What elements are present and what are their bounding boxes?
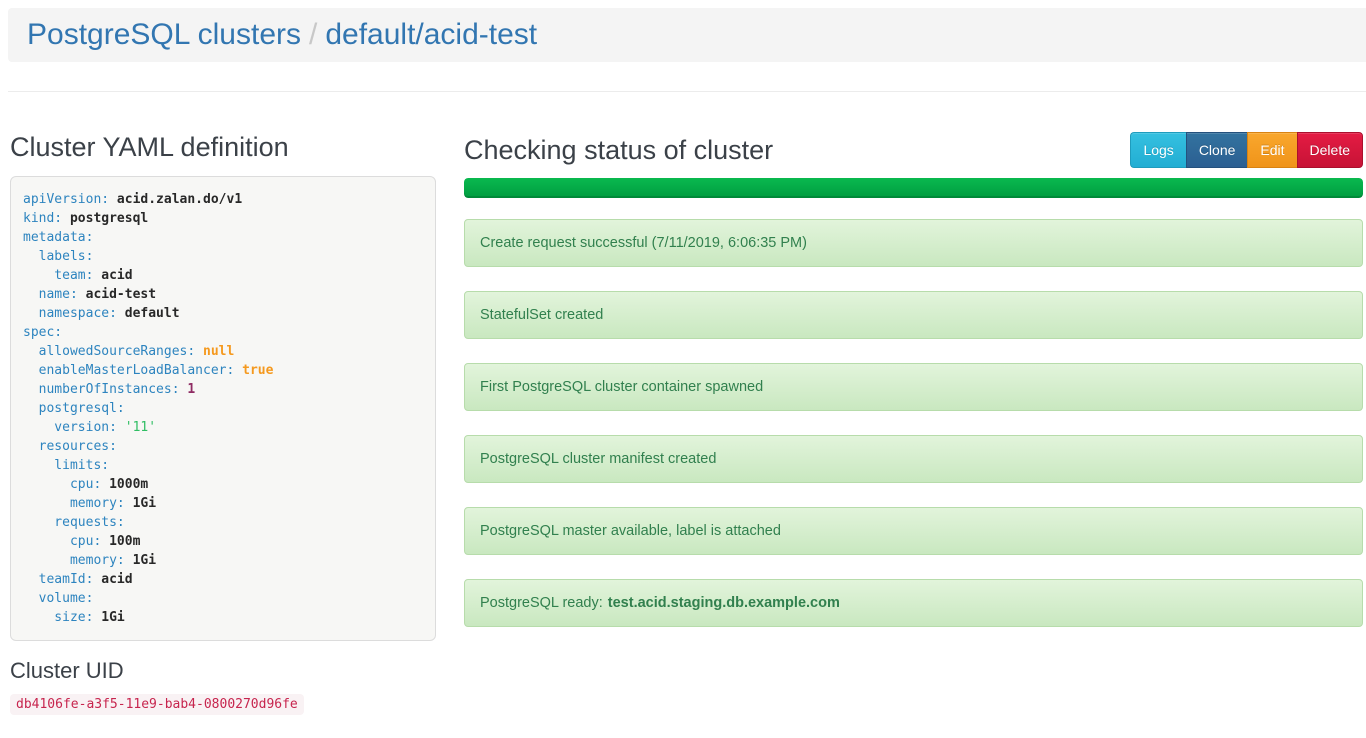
breadcrumb: PostgreSQL clusters / default/acid-test — [27, 18, 1355, 52]
yaml-line: enableMasterLoadBalancer: true — [23, 363, 274, 378]
yaml-line: namespace: default — [23, 306, 180, 321]
header-divider — [8, 91, 1366, 92]
yaml-line: name: acid-test — [23, 287, 157, 302]
breadcrumb-separator: / — [309, 18, 318, 51]
yaml-line: memory: 1Gi — [23, 553, 157, 568]
yaml-section-title: Cluster YAML definition — [10, 132, 289, 162]
cluster-uid: db4106fe-a3f5-11e9-bab4-0800270d96fe — [10, 694, 304, 715]
status-message: StatefulSet created — [464, 291, 1363, 339]
yaml-line: requests: — [23, 515, 125, 530]
yaml-line: allowedSourceRanges: null — [23, 344, 235, 359]
yaml-line: version: '11' — [23, 420, 157, 435]
yaml-line: teamId: acid — [23, 572, 133, 587]
yaml-line: apiVersion: acid.zalan.do/v1 — [23, 192, 243, 207]
status-message-list: Create request successful (7/11/2019, 6:… — [464, 219, 1363, 627]
yaml-line: size: 1Gi — [23, 610, 125, 625]
yaml-line: cpu: 100m — [23, 534, 141, 549]
clone-button[interactable]: Clone — [1185, 132, 1248, 168]
delete-button[interactable]: Delete — [1296, 132, 1363, 168]
yaml-line: resources: — [23, 439, 117, 454]
page-header: PostgreSQL clusters / default/acid-test — [8, 8, 1366, 62]
yaml-line: kind: postgresql — [23, 211, 149, 226]
yaml-line: memory: 1Gi — [23, 496, 157, 511]
status-message: PostgreSQL ready: test.acid.staging.db.ex… — [464, 579, 1363, 627]
content-row: Cluster YAML definition apiVersion: acid… — [8, 92, 1366, 715]
status-column: Checking status of cluster Logs Clone Edit… — [464, 132, 1363, 715]
progress-track — [464, 178, 1363, 198]
yaml-line: limits: — [23, 458, 110, 473]
yaml-line: cpu: 1000m — [23, 477, 149, 492]
yaml-line: labels: — [23, 249, 94, 264]
progress-bar — [464, 178, 1363, 198]
yaml-code: apiVersion: acid.zalan.do/v1 kind: postgr… — [10, 176, 436, 641]
breadcrumb-current-link[interactable]: default/acid-test — [325, 18, 538, 51]
uid-section-title: Cluster UID — [10, 658, 124, 683]
yaml-line: numberOfInstances: 1 — [23, 382, 196, 397]
status-section-title: Checking status of cluster — [464, 135, 774, 165]
yaml-line: postgresql: — [23, 401, 125, 416]
status-message: First PostgreSQL cluster container spawn… — [464, 363, 1363, 411]
yaml-line: volume: — [23, 591, 94, 606]
yaml-line: spec: — [23, 325, 63, 340]
yaml-line: team: acid — [23, 268, 133, 283]
status-message: PostgreSQL master available, label is at… — [464, 507, 1363, 555]
logs-button[interactable]: Logs — [1130, 132, 1186, 168]
action-button-group: Logs Clone Edit Delete — [1130, 132, 1363, 168]
yaml-line: metadata: — [23, 230, 94, 245]
yaml-column: Cluster YAML definition apiVersion: acid… — [10, 132, 436, 715]
status-message: PostgreSQL cluster manifest created — [464, 435, 1363, 483]
status-message: Create request successful (7/11/2019, 6:… — [464, 219, 1363, 267]
status-header: Checking status of cluster Logs Clone Edit… — [464, 132, 1363, 168]
edit-button[interactable]: Edit — [1247, 132, 1297, 168]
breadcrumb-root-link[interactable]: PostgreSQL clusters — [27, 18, 301, 51]
